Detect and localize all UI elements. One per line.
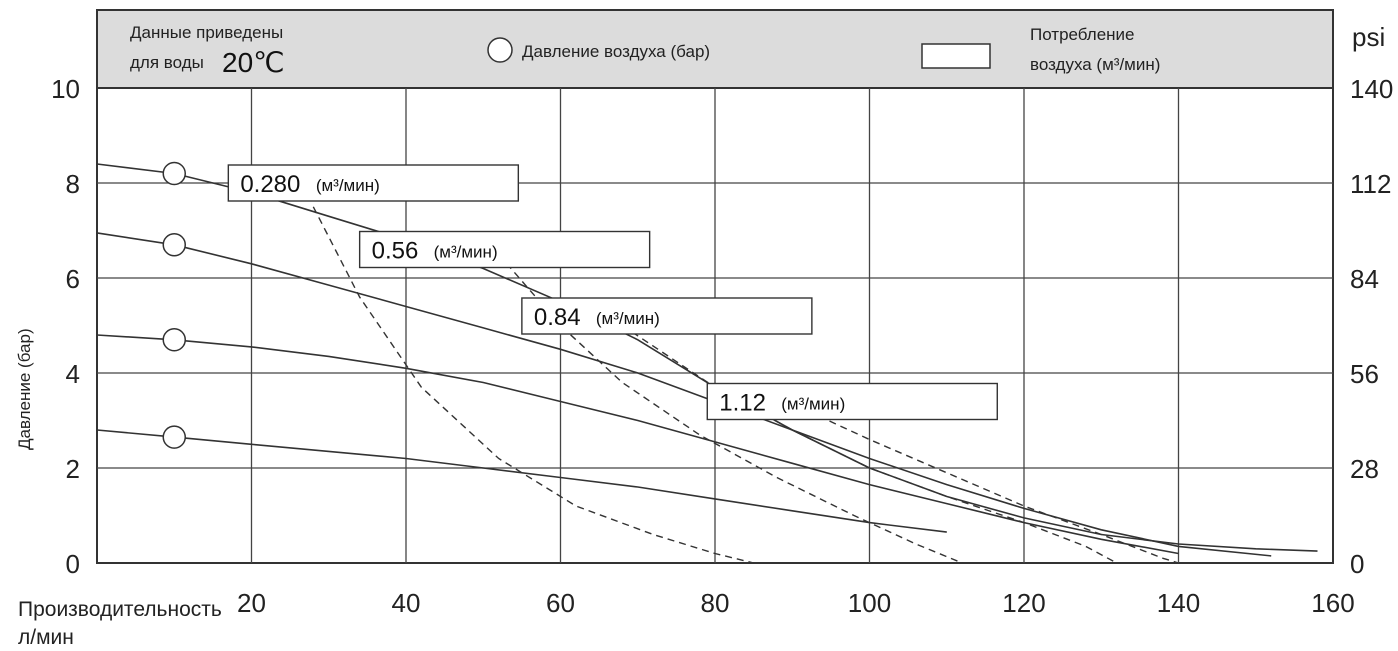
x-tick-label-60: 60 xyxy=(546,588,575,618)
y-tick-label-10: 10 xyxy=(51,74,80,104)
consumption-curve-4 xyxy=(807,410,1179,564)
consumption-label-value-4: 1.12 xyxy=(719,390,766,417)
y2-tick-label-0: 0 xyxy=(1350,549,1364,579)
consumption-label-unit-3: (м³/мин) xyxy=(596,309,660,328)
consumption-label-box-4 xyxy=(706,382,998,421)
consumption-label-value-2: 0.56 xyxy=(372,238,419,265)
y-axis-label: Давление (бар) xyxy=(15,328,34,450)
performance-curve-4 xyxy=(96,429,947,533)
x-tick-label-120: 120 xyxy=(1002,588,1045,618)
pressure-legend-label: Давление воздуха (бар) xyxy=(522,42,710,61)
performance-curve-3 xyxy=(96,334,1179,555)
consumption-label-box-2 xyxy=(358,230,651,269)
y2-tick-label-112: 112 xyxy=(1350,169,1391,199)
consumption-label-unit-2: (м³/мин) xyxy=(434,243,498,262)
consumption-curve-2 xyxy=(498,253,963,564)
air-pressure-marker-4 xyxy=(162,425,186,449)
x-tick-label-20: 20 xyxy=(237,588,266,618)
performance-curve-2 xyxy=(96,232,1272,557)
air-pressure-marker-1 xyxy=(162,161,186,186)
consumption-label-box-1 xyxy=(227,164,520,202)
header-note-temp: 20℃ xyxy=(222,47,285,78)
header-note-line2: для воды xyxy=(130,53,204,72)
air-pressure-markers xyxy=(162,161,186,449)
x-tick-label-100: 100 xyxy=(848,588,891,618)
consumption-legend-line2: воздуха (м³/мин) xyxy=(1030,55,1160,74)
y-tick-label-0: 0 xyxy=(66,549,80,579)
consumption-label-value-3: 0.84 xyxy=(534,304,581,331)
air-pressure-marker-3 xyxy=(162,328,186,352)
y-tick-label-4: 4 xyxy=(66,359,80,389)
consumption-label-unit-4: (м³/мин) xyxy=(781,395,845,414)
air-pressure-marker-2 xyxy=(162,233,186,257)
y2-axis-label: psi xyxy=(1352,22,1385,52)
x-tick-label-160: 160 xyxy=(1311,588,1354,618)
x-axis-label-line2: л/мин xyxy=(18,626,74,649)
consumption-legend-line1: Потребление xyxy=(1030,25,1135,44)
y-tick-label-8: 8 xyxy=(66,169,80,199)
x-tick-label-40: 40 xyxy=(392,588,421,618)
consumption-label-unit-1: (м³/мин) xyxy=(316,176,380,195)
x-axis-label-line1: Производительность xyxy=(18,598,222,621)
y2-tick-label-28: 28 xyxy=(1350,454,1379,484)
x-tick-label-80: 80 xyxy=(701,588,730,618)
y2-tick-label-140: 140 xyxy=(1350,74,1393,104)
y2-tick-label-56: 56 xyxy=(1350,359,1379,389)
x-tick-label-140: 140 xyxy=(1157,588,1200,618)
consumption-legend-box xyxy=(921,43,991,69)
consumption-curve-1 xyxy=(312,206,754,564)
consumption-labels: 0.280 (м³/мин) 0.56 (м³/мин) 0.84 (м³/мин) 1.1… xyxy=(227,164,998,421)
consumption-label-value-1: 0.280 xyxy=(240,171,300,198)
header-band xyxy=(96,9,1334,89)
consumption-label-box-3 xyxy=(521,297,813,335)
pressure-legend-circle xyxy=(487,37,513,63)
y-tick-label-6: 6 xyxy=(66,264,80,294)
y-tick-label-2: 2 xyxy=(66,454,80,484)
y2-tick-label-84: 84 xyxy=(1350,264,1379,294)
header-note-line1: Данные приведены xyxy=(130,23,283,42)
